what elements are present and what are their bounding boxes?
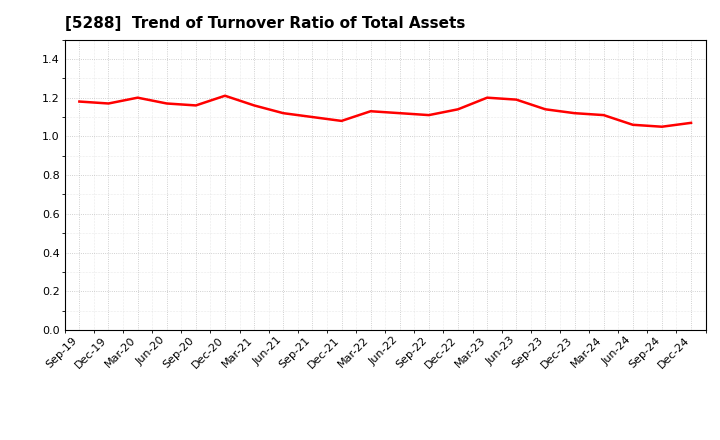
Text: [5288]  Trend of Turnover Ratio of Total Assets: [5288] Trend of Turnover Ratio of Total … xyxy=(65,16,465,32)
